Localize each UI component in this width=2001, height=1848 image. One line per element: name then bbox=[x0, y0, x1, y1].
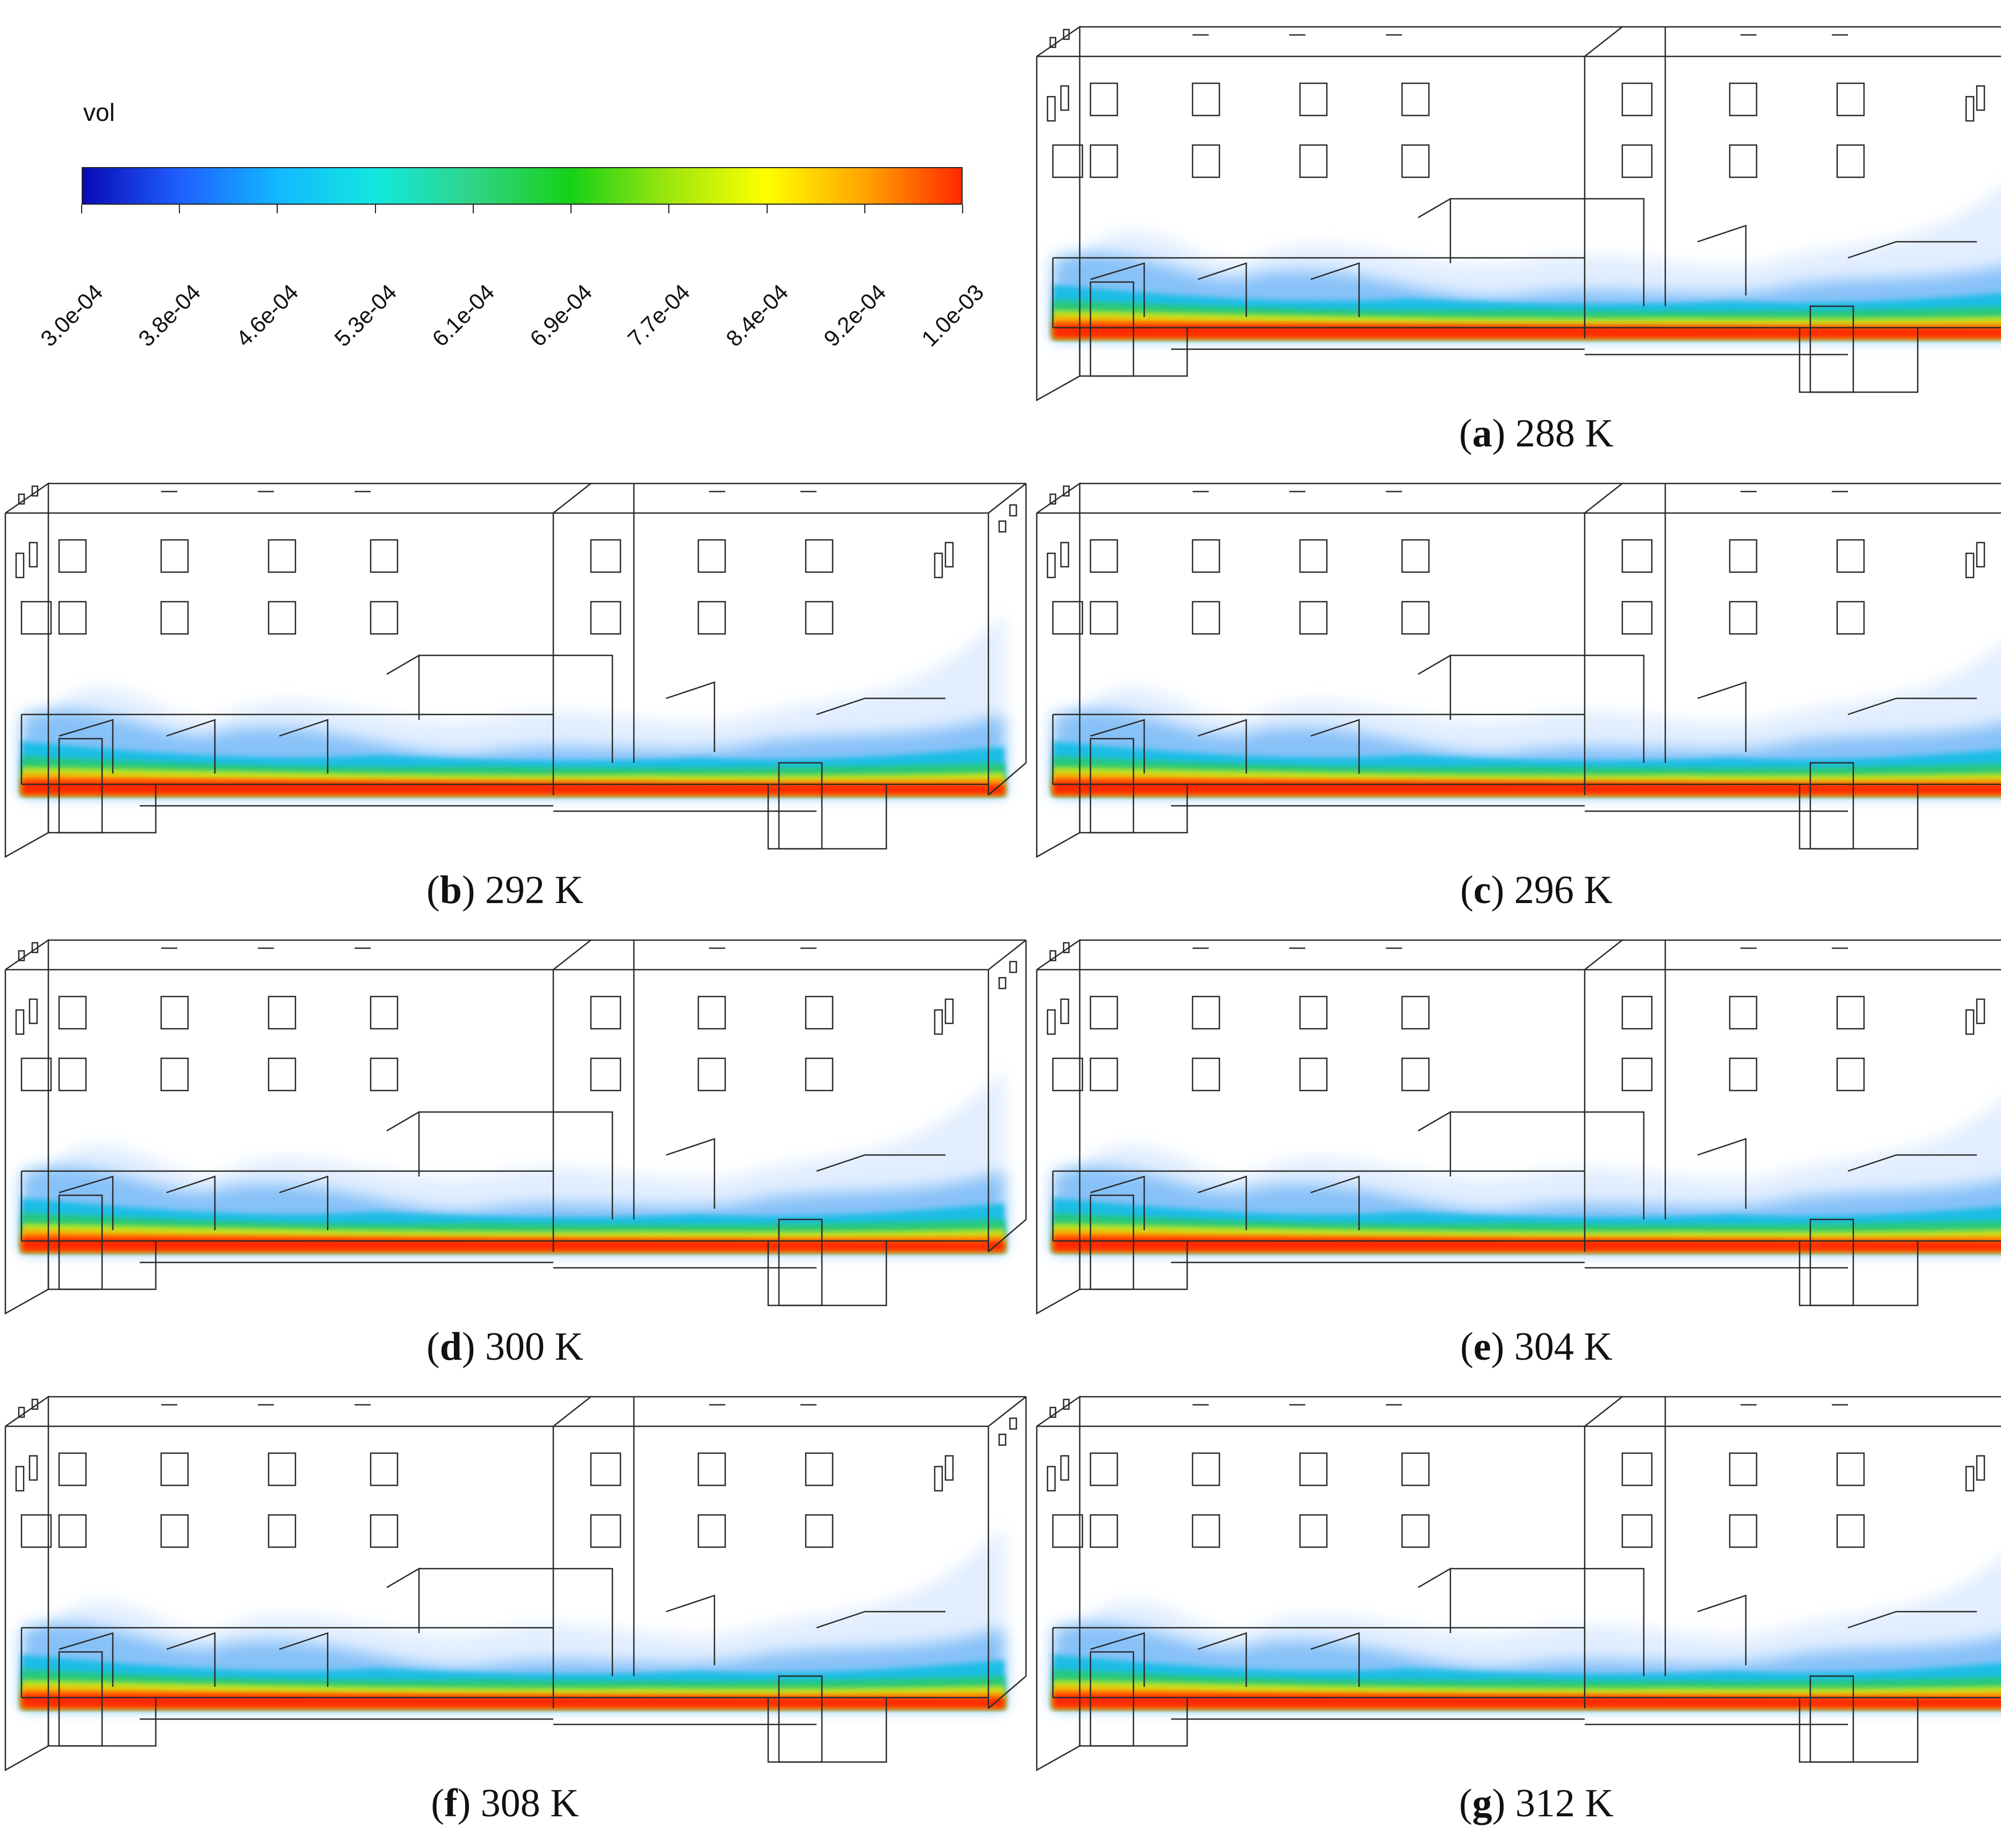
panel-e: (e) 304 K bbox=[1031, 919, 2001, 1391]
panel-temperature: ) 308 K bbox=[457, 1781, 579, 1825]
colorbar-tick-mark bbox=[766, 205, 768, 213]
panel-letter: f bbox=[444, 1781, 458, 1825]
colorbar-tick-label: 4.6e-04 bbox=[231, 279, 304, 351]
colorbar-tick-label: 8.4e-04 bbox=[720, 279, 793, 351]
panel-g: (g) 312 K bbox=[1031, 1375, 2001, 1848]
pollutant-field bbox=[21, 612, 1005, 795]
building-wireframe bbox=[4, 939, 1027, 1315]
colorbar-tick-mark bbox=[570, 205, 572, 213]
colorbar-tick-mark bbox=[179, 205, 180, 213]
panel-caption: (e) 304 K bbox=[1460, 1325, 1613, 1369]
pollutant-field bbox=[21, 1069, 1005, 1252]
panel-f: (f) 308 K bbox=[0, 1375, 1027, 1848]
panel-a: (a) 288 K bbox=[1031, 5, 2001, 478]
panel-letter: g bbox=[1472, 1781, 1492, 1825]
panel-letter: e bbox=[1473, 1325, 1491, 1369]
panel-letter: a bbox=[1472, 412, 1492, 456]
pollutant-field bbox=[1053, 1101, 2001, 1252]
colorbar-tick-mark bbox=[668, 205, 670, 213]
panel-caption: (c) 296 K bbox=[1460, 868, 1613, 912]
pollutant-field bbox=[1053, 188, 2001, 338]
building-wireframe bbox=[1036, 939, 2001, 1315]
panel-temperature: ) 288 K bbox=[1492, 412, 1614, 456]
panel-temperature: ) 292 K bbox=[461, 868, 583, 912]
colorbar-tick-label: 3.8e-04 bbox=[133, 279, 206, 351]
pollutant-field bbox=[1053, 1558, 2001, 1708]
panel-c: (c) 296 K bbox=[1031, 462, 2001, 935]
colorbar-tick-label: 6.1e-04 bbox=[427, 279, 500, 351]
colorbar-tick-mark bbox=[374, 205, 376, 213]
colorbar-tick-label: 3.0e-04 bbox=[35, 279, 108, 351]
panel-caption: (g) 312 K bbox=[1459, 1781, 1614, 1825]
colorbar-tick-label: 1.0e-03 bbox=[916, 279, 989, 351]
legend-title: vol bbox=[83, 98, 115, 126]
panel-letter: b bbox=[439, 868, 462, 912]
pollutant-field bbox=[1053, 645, 2001, 795]
building-wireframe bbox=[1036, 25, 2001, 402]
panel-letter: c bbox=[1473, 868, 1491, 912]
panel-d: (d) 300 K bbox=[0, 919, 1027, 1391]
colorbar-tick-mark bbox=[962, 205, 963, 213]
colorbar-tick-label: 7.7e-04 bbox=[623, 279, 695, 351]
building-wireframe bbox=[1036, 1395, 2001, 1772]
panel-letter: d bbox=[439, 1325, 462, 1369]
panel-temperature: ) 300 K bbox=[461, 1325, 583, 1369]
panel-caption: (b) 292 K bbox=[427, 868, 583, 912]
panel-caption: (a) 288 K bbox=[1459, 412, 1614, 456]
colorbar-tick-mark bbox=[472, 205, 474, 213]
panel-caption: (d) 300 K bbox=[427, 1325, 583, 1369]
colorbar bbox=[82, 167, 963, 205]
panel-temperature: ) 312 K bbox=[1492, 1781, 1614, 1825]
panel-b: (b) 292 K bbox=[0, 462, 1027, 935]
colorbar-tick-mark bbox=[277, 205, 278, 213]
panel-temperature: ) 296 K bbox=[1491, 868, 1613, 912]
panel-caption: (f) 308 K bbox=[431, 1781, 579, 1825]
colorbar-tick-label: 6.9e-04 bbox=[525, 279, 597, 351]
building-wireframe bbox=[4, 482, 1027, 858]
pollutant-field bbox=[21, 1526, 1005, 1708]
building-wireframe bbox=[4, 1395, 1027, 1772]
building-wireframe bbox=[1036, 482, 2001, 858]
colorbar-tick-label: 9.2e-04 bbox=[819, 279, 891, 351]
colorbar-tick-mark bbox=[864, 205, 865, 213]
panel-temperature: ) 304 K bbox=[1491, 1325, 1613, 1369]
colorbar-tick-label: 5.3e-04 bbox=[329, 279, 401, 351]
colorbar-tick-mark bbox=[81, 205, 82, 213]
